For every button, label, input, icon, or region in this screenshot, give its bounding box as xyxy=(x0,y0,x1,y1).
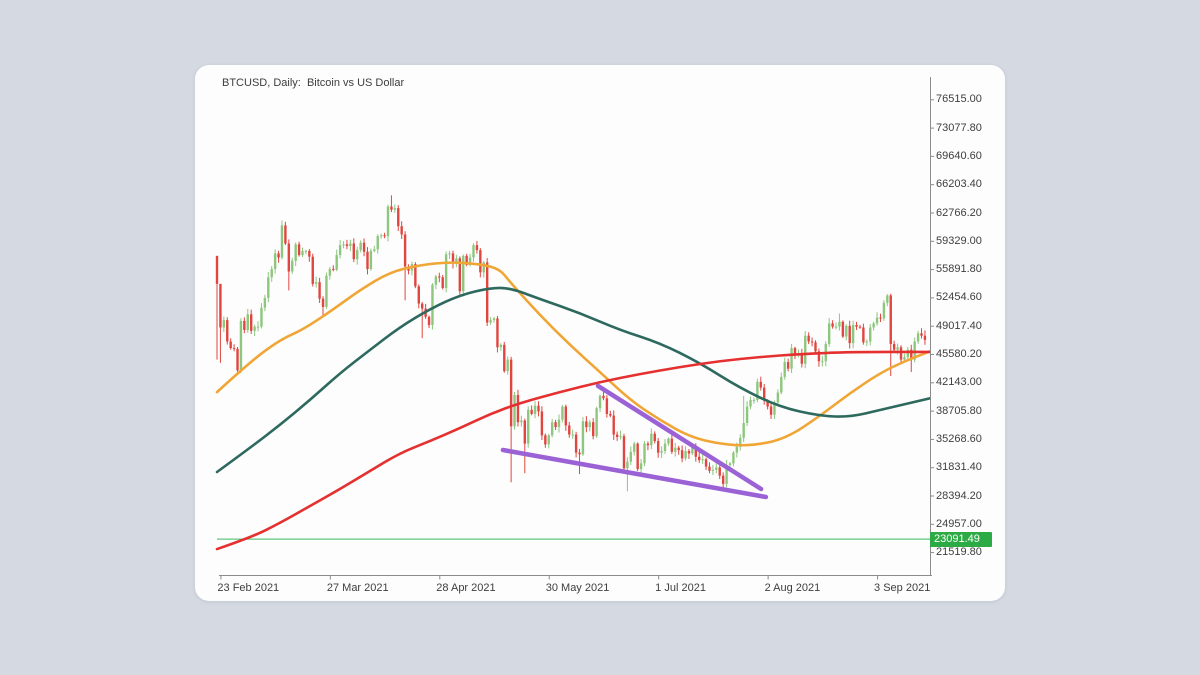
y-axis-label: 52454.60 xyxy=(936,291,982,304)
x-axis-label: 3 Sep 2021 xyxy=(874,582,931,594)
y-axis-label: 38705.80 xyxy=(936,404,982,417)
y-axis-label: 28394.20 xyxy=(936,489,982,502)
y-axis-label: 42143.00 xyxy=(936,376,982,389)
x-axis-label: 30 May 2021 xyxy=(545,582,610,594)
y-axis-label: 31831.40 xyxy=(936,461,982,474)
candlestick-chart-canvas[interactable] xyxy=(195,65,1005,600)
y-axis-label: 62766.20 xyxy=(936,206,982,219)
y-axis-label: 21519.80 xyxy=(936,546,982,559)
y-axis-label: 49017.40 xyxy=(936,319,982,332)
y-axis-label: 24957.00 xyxy=(936,517,982,530)
chart-title: BTCUSD, Daily: Bitcoin vs US Dollar xyxy=(222,77,405,89)
x-axis-label: 2 Aug 2021 xyxy=(764,582,821,594)
y-axis-label: 35268.60 xyxy=(936,432,982,445)
y-axis-label: 55891.80 xyxy=(936,263,982,276)
x-axis-label: 23 Feb 2021 xyxy=(217,582,280,594)
y-axis-label: 69640.60 xyxy=(936,149,982,162)
x-axis-label: 27 Mar 2021 xyxy=(326,582,389,594)
y-axis-label: 76515.00 xyxy=(936,93,982,106)
y-axis-label: 59329.00 xyxy=(936,234,982,247)
y-axis-label: 73077.80 xyxy=(936,121,982,134)
chart-panel: BTCUSD, Daily: Bitcoin vs US Dollar 7651… xyxy=(195,65,1005,601)
y-axis-label: 45580.20 xyxy=(936,348,982,360)
current-price-value: 23091.49 xyxy=(934,532,980,545)
current-price-tag: 23091.49 xyxy=(930,531,992,547)
x-axis-label: 28 Apr 2021 xyxy=(436,582,496,594)
x-axis-label: 1 Jul 2021 xyxy=(655,582,706,594)
y-axis-label: 66203.40 xyxy=(936,178,982,191)
